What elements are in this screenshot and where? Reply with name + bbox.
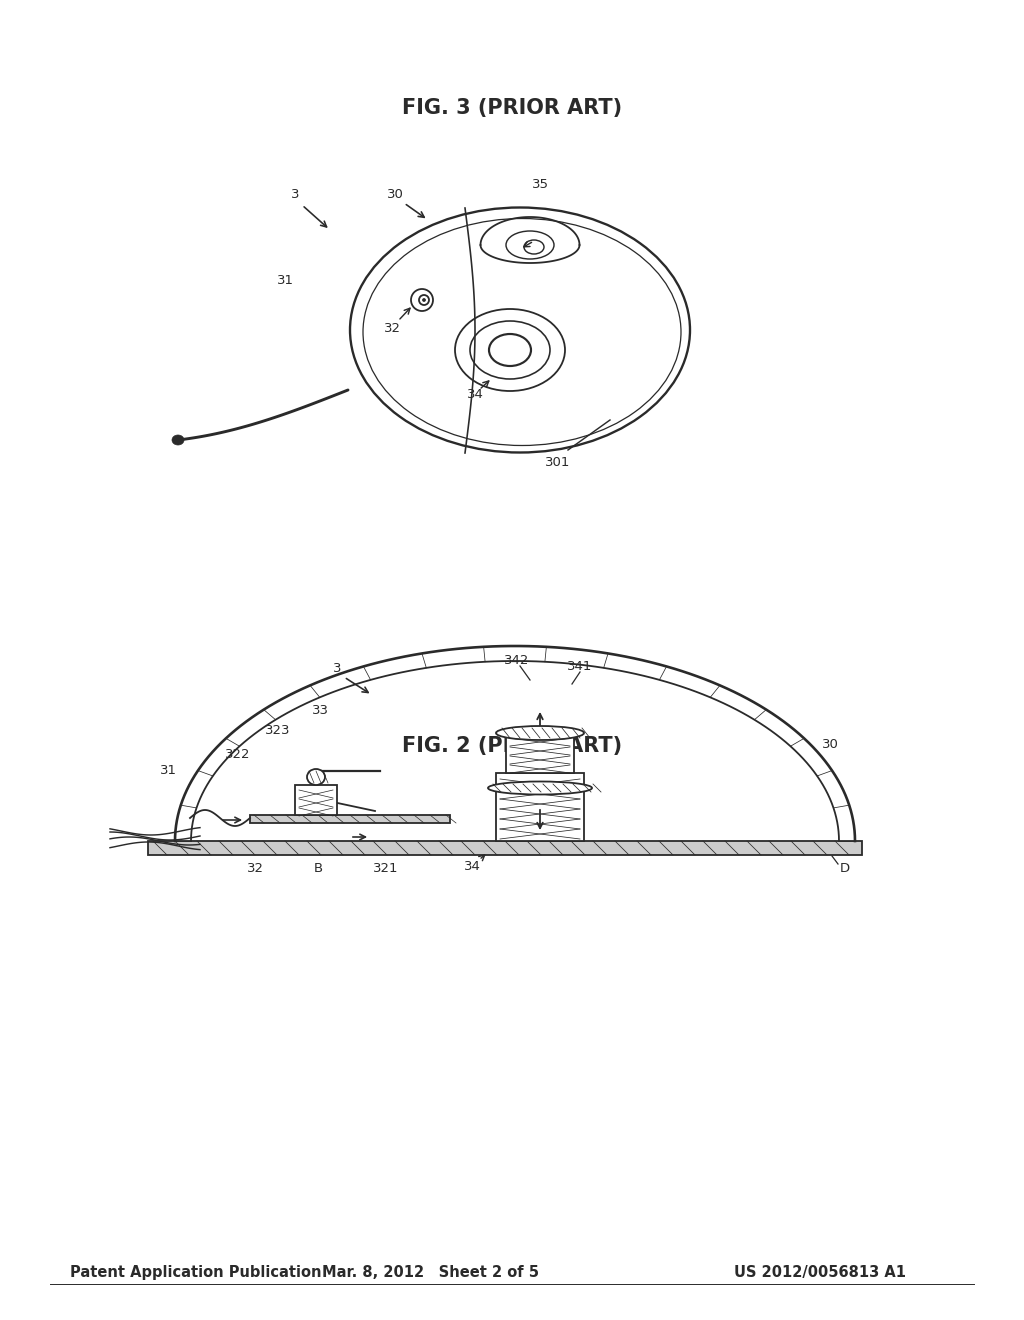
Text: 30: 30	[821, 738, 839, 751]
Bar	[250, 814, 450, 822]
Text: 3: 3	[333, 661, 341, 675]
Ellipse shape	[307, 770, 325, 785]
Text: 321: 321	[374, 862, 398, 874]
Text: 342: 342	[504, 653, 529, 667]
Text: 31: 31	[276, 273, 294, 286]
Text: 34: 34	[464, 859, 480, 873]
Text: 35: 35	[531, 178, 549, 191]
Text: 34: 34	[467, 388, 483, 401]
Text: 322: 322	[225, 747, 251, 760]
Ellipse shape	[423, 298, 426, 301]
Text: B: B	[313, 862, 323, 874]
Text: 301: 301	[546, 455, 570, 469]
Text: 323: 323	[265, 723, 291, 737]
Bar	[496, 774, 584, 841]
Text: D: D	[840, 862, 850, 874]
Text: US 2012/0056813 A1: US 2012/0056813 A1	[734, 1265, 906, 1280]
Bar	[148, 841, 862, 855]
Text: Patent Application Publication: Patent Application Publication	[70, 1265, 322, 1280]
Text: Mar. 8, 2012 Sheet 2 of 5: Mar. 8, 2012 Sheet 2 of 5	[322, 1265, 539, 1280]
Text: 30: 30	[387, 189, 403, 202]
Ellipse shape	[172, 436, 184, 445]
Text: 341: 341	[567, 660, 593, 672]
Text: 32: 32	[247, 862, 263, 874]
Text: 31: 31	[160, 763, 176, 776]
Bar	[295, 785, 337, 814]
Text: 33: 33	[311, 704, 329, 717]
Text: FIG. 3 (PRIOR ART): FIG. 3 (PRIOR ART)	[402, 98, 622, 119]
Ellipse shape	[496, 726, 584, 741]
Bar	[506, 733, 574, 774]
Ellipse shape	[488, 781, 592, 795]
Text: 3: 3	[291, 189, 299, 202]
Text: 32: 32	[384, 322, 400, 334]
Text: FIG. 2 (PRIOR ART): FIG. 2 (PRIOR ART)	[402, 735, 622, 756]
